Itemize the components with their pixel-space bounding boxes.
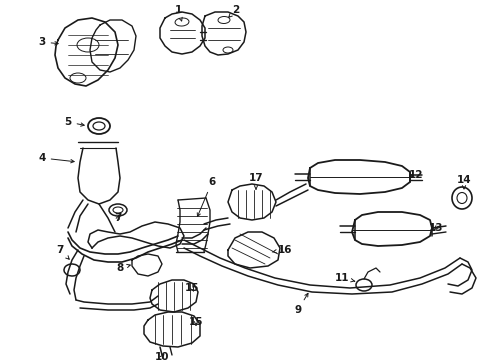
Text: 15: 15 xyxy=(184,283,199,293)
Text: 12: 12 xyxy=(408,170,423,180)
Text: 5: 5 xyxy=(64,117,84,127)
Text: 7: 7 xyxy=(114,213,122,223)
Text: 10: 10 xyxy=(154,352,169,360)
Text: 7: 7 xyxy=(56,245,69,259)
Text: 4: 4 xyxy=(38,153,74,163)
Text: 9: 9 xyxy=(294,293,307,315)
Text: 6: 6 xyxy=(197,177,215,216)
Text: 11: 11 xyxy=(334,273,354,283)
Text: 15: 15 xyxy=(188,317,203,327)
Text: 16: 16 xyxy=(272,245,292,255)
Text: 14: 14 xyxy=(456,175,470,189)
Text: 13: 13 xyxy=(428,223,442,233)
Text: 8: 8 xyxy=(116,263,130,273)
Text: 1: 1 xyxy=(174,5,182,21)
Text: 3: 3 xyxy=(38,37,58,47)
Text: 2: 2 xyxy=(228,5,239,17)
Text: 17: 17 xyxy=(248,173,263,189)
